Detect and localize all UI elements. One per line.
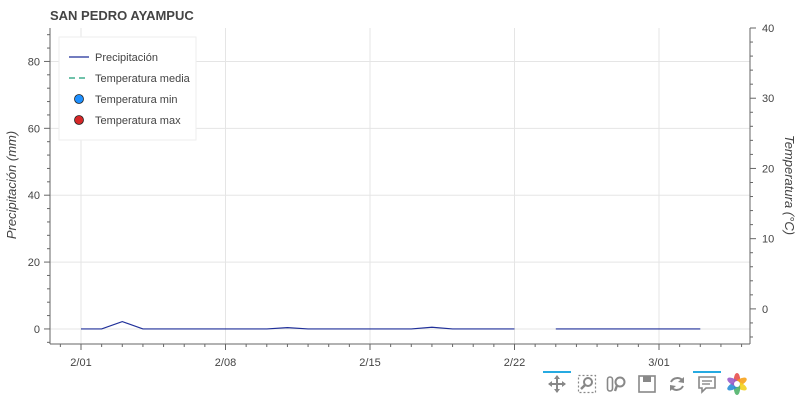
toolbar — [542, 368, 752, 400]
pan-tool[interactable] — [542, 369, 572, 399]
axes — [44, 27, 756, 350]
x-tick-label: 2/15 — [359, 357, 380, 369]
legend-label: Temperatura media — [95, 73, 191, 85]
precipitation-line — [81, 320, 515, 330]
y2-axis-label: Temperatura (°C) — [782, 135, 797, 235]
y-tick-label: 0 — [34, 324, 40, 336]
bokeh-logo-icon — [727, 373, 747, 395]
save-tool[interactable] — [632, 369, 662, 399]
tick-labels: 2/01 2/08 2/15 2/22 3/01 0 20 40 60 80 0 10 20 30 40 — [28, 23, 775, 369]
legend: Precipitación Temperatura media Temperatur… — [58, 36, 197, 141]
y2-tick-label: 0 — [762, 304, 768, 316]
box-zoom-tool[interactable] — [572, 369, 602, 399]
plot-area — [81, 320, 701, 330]
y-axis-label: Precipitación (mm) — [4, 131, 19, 239]
x-tick-label: 2/08 — [215, 357, 236, 369]
y2-tick-label: 30 — [762, 93, 774, 105]
y2-tick-label: 10 — [762, 234, 774, 246]
y-tick-label: 80 — [28, 56, 40, 68]
wheel-zoom-tool[interactable] — [602, 369, 632, 399]
wheel-zoom-icon — [606, 376, 626, 392]
legend-label: Temperatura max — [95, 115, 181, 127]
y-tick-label: 40 — [28, 190, 40, 202]
hover-tool[interactable] — [692, 369, 722, 399]
y-tick-label: 20 — [28, 257, 40, 269]
y2-tick-label: 20 — [762, 163, 774, 175]
reset-tool[interactable] — [662, 369, 692, 399]
x-tick-label: 3/01 — [648, 357, 669, 369]
save-icon — [638, 375, 656, 393]
legend-swatch-marker — [74, 94, 84, 104]
legend-swatch-marker — [74, 115, 84, 125]
hover-icon — [698, 376, 716, 394]
legend-label: Temperatura min — [95, 94, 178, 106]
y-tick-label: 60 — [28, 123, 40, 135]
legend-label: Precipitación — [95, 52, 158, 64]
chart-title: SAN PEDRO AYAMPUC — [50, 8, 194, 23]
reset-icon — [670, 377, 684, 391]
pan-icon — [548, 375, 566, 393]
box-zoom-icon — [577, 374, 597, 394]
x-tick-label: 2/22 — [504, 357, 525, 369]
bokeh-logo[interactable] — [722, 369, 752, 399]
x-tick-label: 2/01 — [70, 357, 91, 369]
y2-tick-label: 40 — [762, 23, 774, 35]
